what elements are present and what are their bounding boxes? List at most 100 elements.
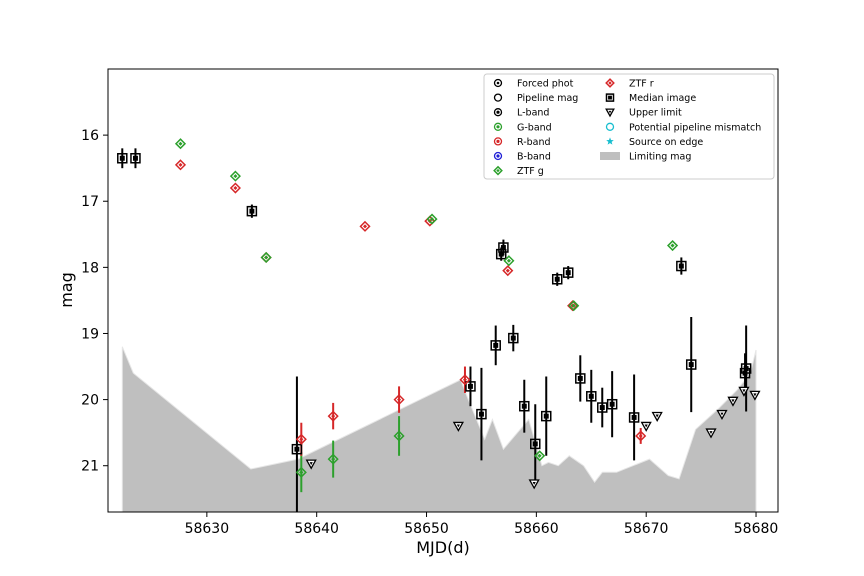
ztf-r-point-outer [174, 159, 187, 171]
legend-label: Forced phot [517, 79, 574, 90]
limiting-mag-fill [121, 346, 757, 513]
legend-lband-marker-dot [496, 110, 500, 114]
ztf-r-point [327, 410, 339, 422]
median-image-point-outer [586, 391, 597, 402]
median-image-point [508, 332, 519, 344]
legend-median-marker-outer [605, 93, 615, 102]
ztf-g-point-outer [534, 450, 546, 462]
ztf-g-point [260, 251, 272, 264]
median-image-point-outer [130, 153, 141, 164]
ztf-r-point-inner [178, 162, 183, 167]
median-image-point-inner [565, 270, 571, 276]
legend-label: B-band [517, 152, 551, 163]
median-image-point-inner [498, 251, 504, 257]
ztf-r-point [459, 374, 471, 386]
ztf-g-point-outer [295, 466, 307, 478]
median-image-point-outer [606, 398, 618, 410]
upper-limit-point-inner [709, 431, 713, 435]
ztf-g-point-inner [178, 141, 183, 146]
median-image-point-inner [609, 401, 615, 407]
ztf-r-point [635, 430, 647, 442]
median-image-point [530, 438, 541, 450]
legend-median-marker [605, 93, 615, 102]
median-image-point [540, 410, 552, 422]
legend-gband-marker-dot [496, 125, 500, 129]
x-axis-label: MJD(d) [416, 538, 469, 557]
legend-label: ZTF g [517, 166, 544, 177]
legend-box [483, 73, 775, 180]
ztf-g-point-inner [429, 217, 435, 222]
legend-forced-marker [493, 78, 503, 88]
legend-label: Limiting mag [629, 152, 691, 163]
ztf-r-point [502, 265, 514, 277]
median-image-point [465, 381, 476, 392]
median-image-point-inner [478, 411, 484, 417]
ztf-g-point-outer [666, 239, 679, 252]
x-tick-label: 58650 [404, 521, 449, 537]
upper-limit-point-inner [753, 393, 757, 397]
y-tick-label: 20 [81, 393, 99, 409]
y-axis-ticks: 16 17 18 19 20 21 [81, 128, 108, 475]
upper-limit-point [651, 411, 663, 422]
median-image-point [739, 367, 751, 379]
upper-limit-point [716, 409, 728, 420]
ztf-r-point-inner [462, 377, 467, 382]
median-image-point-inner [543, 413, 549, 419]
upper-limit-point-inner [532, 481, 536, 485]
y-axis-label: mag [57, 272, 76, 308]
ztf-g-point-inner [670, 243, 675, 248]
median-image-point-outer [519, 400, 530, 412]
median-image-point [495, 248, 507, 260]
median-image-point-outer [291, 443, 303, 455]
ztf-g-point-inner [506, 258, 511, 263]
legend-forced-marker-dot [496, 81, 500, 85]
ztf-g-point-inner [537, 453, 542, 458]
median-image-point-outer [465, 381, 476, 392]
median-image-point [246, 205, 258, 217]
ztf-r-point-outer [567, 300, 579, 312]
ztf-g-point-outer [568, 300, 580, 312]
ztf-r-point-outer [502, 265, 514, 277]
median-image-point-outer [117, 153, 128, 164]
legend-ztfg-marker-outer [493, 165, 503, 176]
median-image-point-inner [742, 370, 748, 376]
legend-rband-marker-dot [496, 139, 500, 143]
legend-label: R-band [517, 137, 551, 148]
median-image-point-outer [508, 332, 519, 344]
median-image-point-inner [631, 414, 637, 420]
median-image-point-inner [678, 263, 684, 269]
median-image-point [551, 274, 563, 285]
upper-limit-point-inner [456, 424, 460, 428]
x-tick-label: 58640 [294, 521, 339, 537]
median-image-point [519, 400, 530, 412]
ztf-r-point-inner [638, 433, 643, 438]
ztf-r-point-outer [359, 220, 371, 232]
median-image-point-outer [476, 408, 487, 420]
legend-label: Median image [629, 93, 696, 104]
legend-mismatch-marker [605, 122, 615, 131]
plot-frame [107, 68, 779, 513]
median-image-point-inner [554, 276, 560, 282]
y-tick-label: 18 [81, 260, 99, 276]
legend-ztfr-marker-outer [605, 78, 615, 88]
upper-limit-point [727, 396, 739, 407]
ztf-g-point-outer [426, 213, 438, 225]
median-image-point [676, 260, 687, 272]
upper-limit-point [528, 479, 540, 490]
legend-limiting-marker [600, 152, 620, 160]
median-image-point-outer [540, 410, 552, 422]
upper-limit-point-inner [720, 412, 724, 416]
ztf-g-point-outer [229, 170, 241, 182]
ztf-r-point-outer [393, 394, 405, 406]
median-image-point-inner [132, 155, 138, 161]
ztf-g-point-outer [174, 138, 187, 150]
ztf-g-point-inner [331, 457, 336, 462]
median-image-point [291, 443, 303, 455]
upper-limit-point [705, 428, 717, 439]
legend-label: G-band [517, 122, 552, 133]
median-image-point-outer [495, 248, 507, 260]
median-image-point-inner [588, 393, 594, 399]
median-image-point-inner [119, 155, 125, 161]
legend-label: Potential pipeline mismatch [629, 122, 761, 133]
upper-limit-point [738, 386, 750, 397]
